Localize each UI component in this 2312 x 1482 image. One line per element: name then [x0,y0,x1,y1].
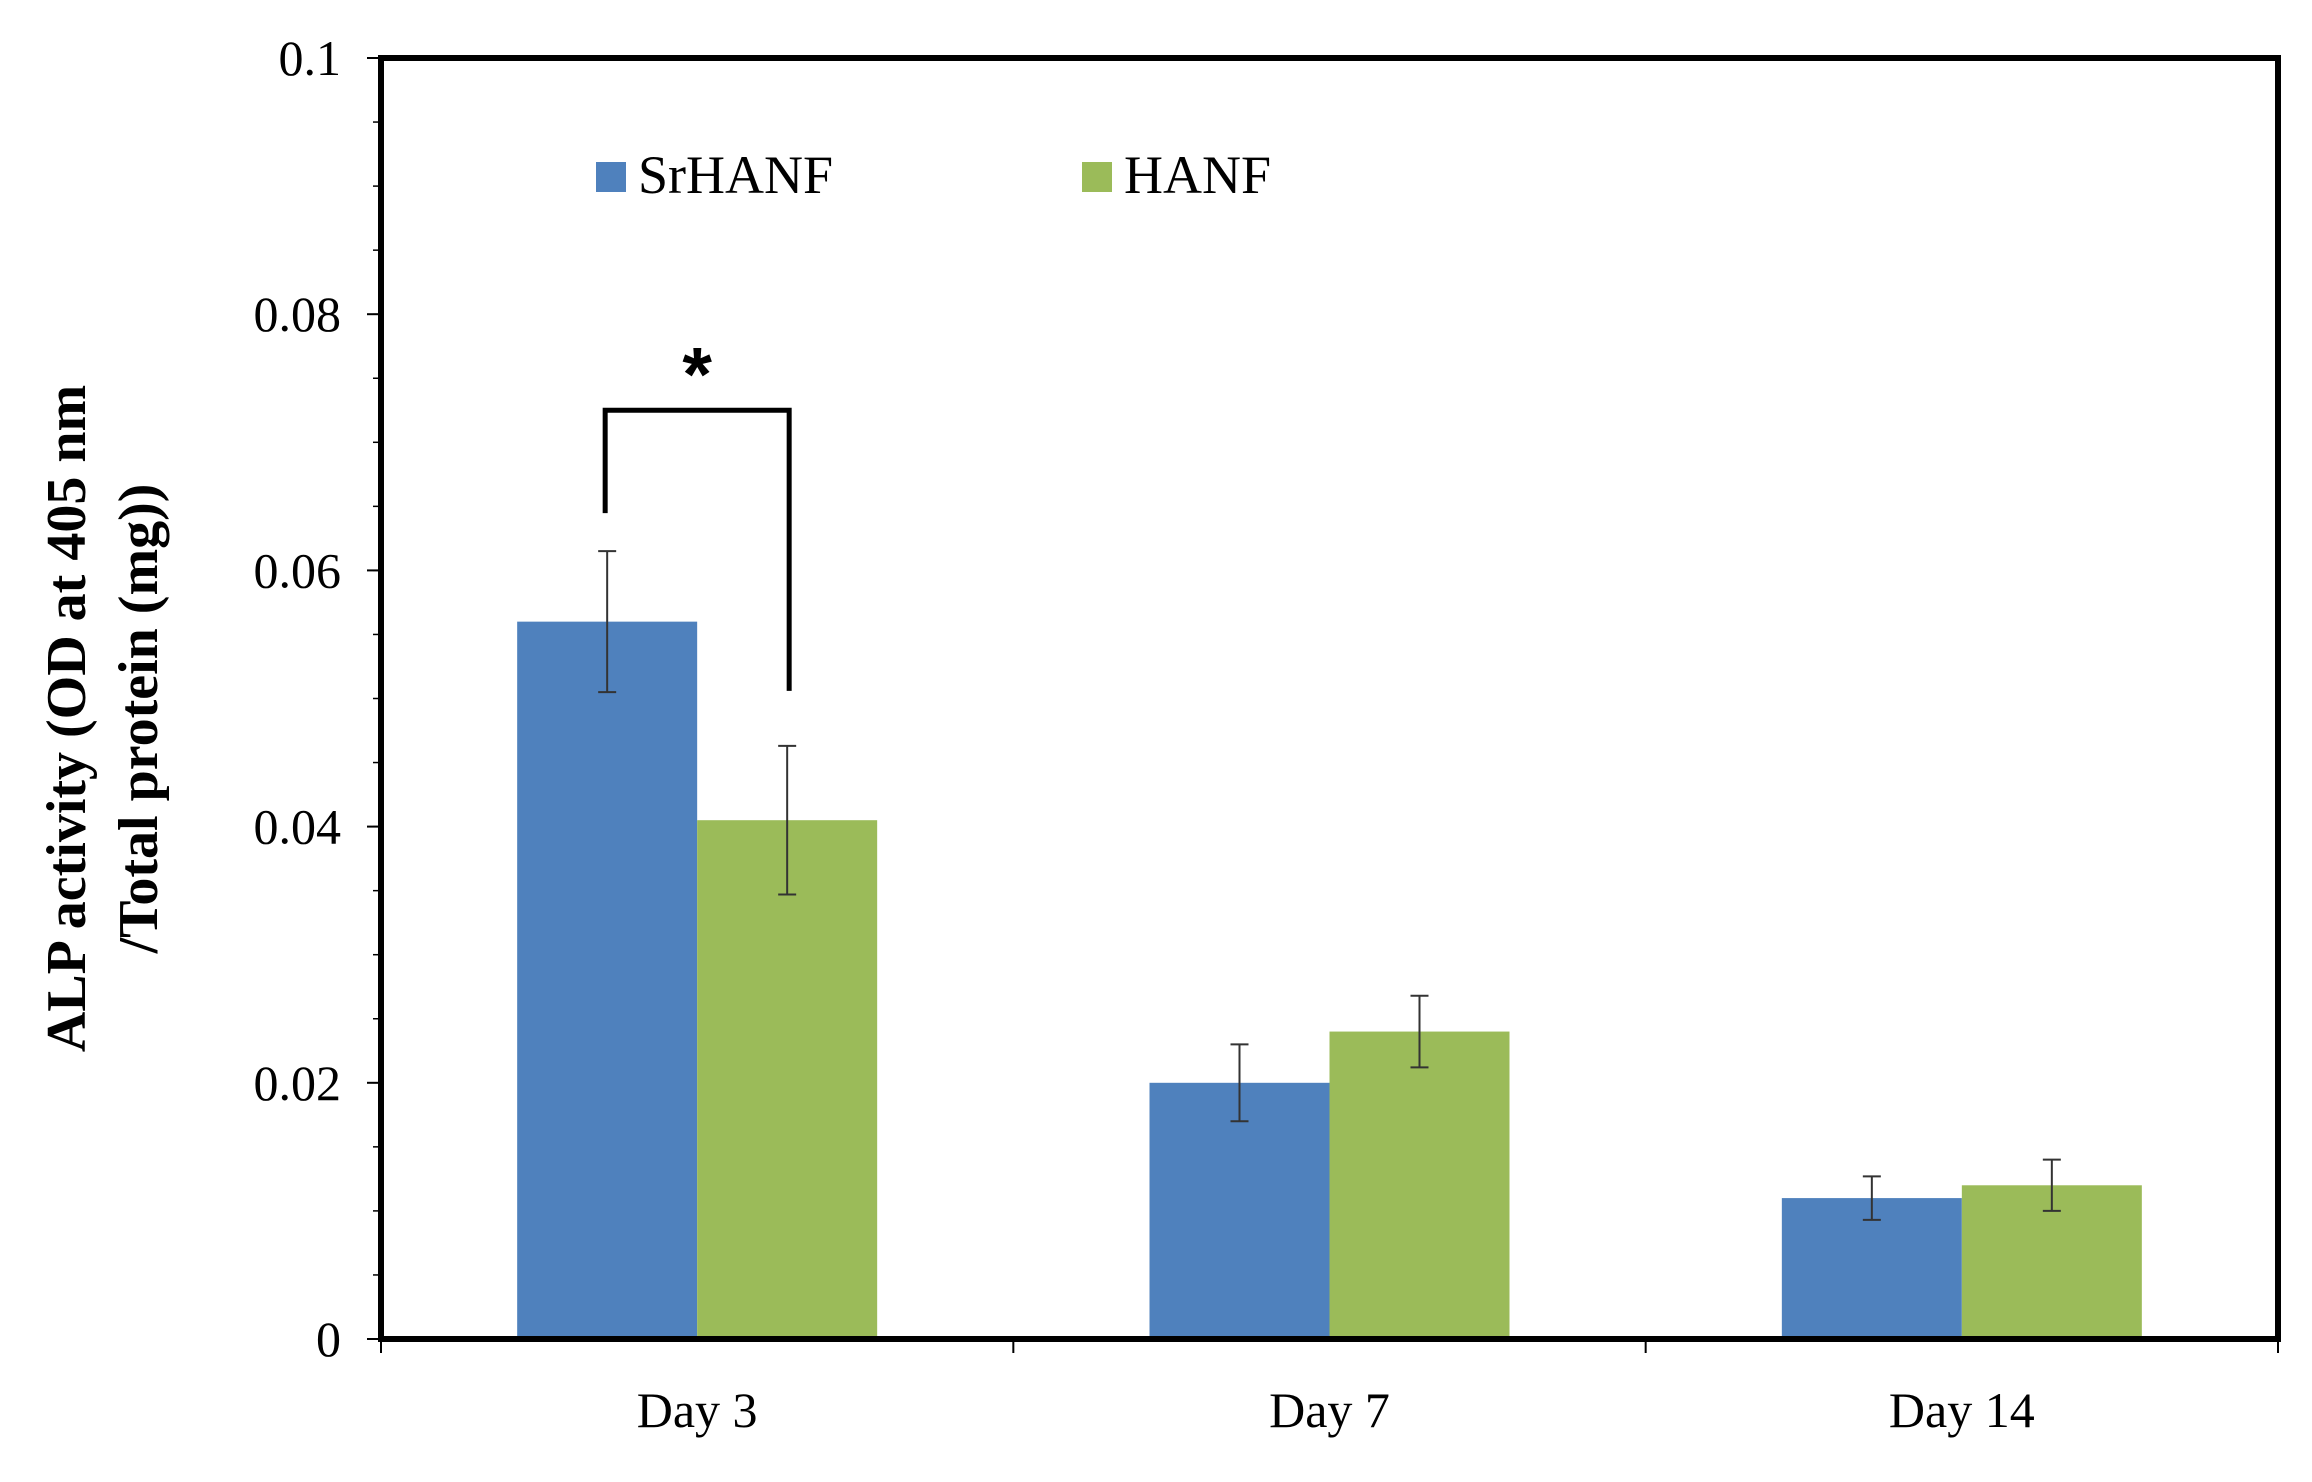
y-tick-label: 0.06 [254,542,342,598]
bars [517,621,2142,1339]
bar-hanf-day-7 [1329,1031,1510,1339]
y-tick-label: 0.04 [254,799,342,855]
y-tick-label: 0.02 [254,1055,342,1111]
bar-srhanf-day-3 [517,621,698,1339]
error-bars [598,550,2061,1221]
y-axis-title-line: ALP activity (OD at 405 nm [36,385,98,1052]
legend-swatch-srhanf [596,162,626,192]
legend-swatch-hanf [1082,162,1112,192]
x-tick-label: Day 3 [637,1382,758,1438]
bar-srhanf-day-7 [1149,1082,1330,1339]
x-axis: Day 3 Day 7 Day 14 [380,1339,2279,1438]
bar-hanf-day-3 [697,820,878,1339]
y-axis-title: ALP activity (OD at 405 nm/Total protein… [36,385,170,1052]
legend: SrHANF HANF [596,145,1271,205]
y-tick-label: 0 [316,1311,341,1367]
legend-label-srhanf: SrHANF [638,145,833,205]
y-axis-title-line: /Total protein (mg)) [108,484,170,955]
x-tick-label: Day 14 [1889,1382,2035,1438]
y-tick-label: 0.08 [254,286,342,342]
legend-label-hanf: HANF [1124,145,1271,205]
significance-annotations: * [602,332,792,691]
significance-bracket [602,407,792,691]
significance-star: * [682,332,712,417]
bar-srhanf-day-14 [1781,1198,1962,1339]
x-tick-label: Day 7 [1269,1382,1390,1438]
y-tick-label: 0.1 [279,30,342,86]
plot-frame [378,55,2281,1342]
y-axis: 0 0.02 0.04 0.06 0.08 0.1 [254,30,381,1367]
